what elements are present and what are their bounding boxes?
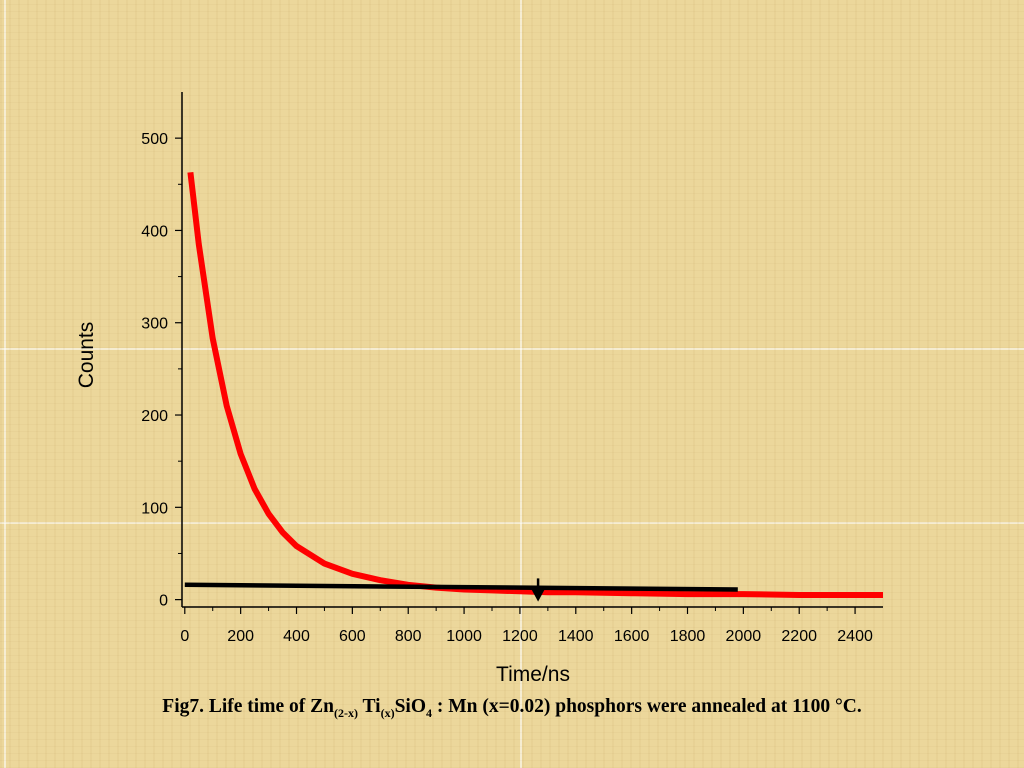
- y-tick-label: 200: [141, 408, 168, 425]
- x-tick-label: 2000: [726, 628, 762, 645]
- caption-part-2: Ti: [357, 696, 381, 717]
- x-tick-label: 2400: [837, 628, 873, 645]
- caption-part-3: SiO: [394, 696, 427, 717]
- x-tick-label: 2200: [781, 628, 817, 645]
- y-tick-label: 400: [141, 223, 168, 240]
- x-tick-label: 1800: [670, 628, 706, 645]
- figure-caption: Fig7. Life time of Zn(2-x) Ti(x)SiO4 : M…: [0, 696, 1024, 721]
- x-tick-label: 800: [395, 628, 422, 645]
- y-axis-title: Counts: [75, 322, 98, 389]
- caption-part-1: Fig7. Life time of Zn: [162, 696, 334, 717]
- annotation-layer: [531, 578, 546, 602]
- x-tick-label: 0: [180, 628, 189, 645]
- arrow-head-icon: [531, 588, 546, 602]
- y-axis-ticks: 0 100 200 300 400 500: [141, 131, 182, 610]
- caption-subscript-3: 4: [426, 705, 433, 720]
- caption-subscript-2: (x): [380, 705, 395, 720]
- caption-subscript-1: (2-x): [333, 705, 358, 720]
- series-layer: [184, 171, 883, 598]
- x-tick-label: 400: [283, 628, 310, 645]
- x-tick-label: 1400: [558, 628, 594, 645]
- y-tick-label: 100: [141, 500, 168, 517]
- lifetime-chart: 0 200 400 600 800 1000 1200 1400 1600 1800 2000 220…: [75, 92, 883, 686]
- x-axis-ticks: 0 200 400 600 800 1000 1200 1400 1600 1800 2000 220…: [180, 607, 873, 645]
- decay-curve: [187, 171, 883, 598]
- y-tick-label: 0: [159, 593, 168, 610]
- caption-part-4: : Mn (x=0.02) phosphors were annealed at…: [432, 696, 862, 717]
- x-tick-label: 200: [227, 628, 254, 645]
- x-tick-label: 600: [339, 628, 366, 645]
- x-tick-label: 1200: [502, 628, 538, 645]
- x-axis-title: Time/ns: [496, 663, 570, 686]
- baseline-line: [184, 582, 738, 592]
- axes: [181, 92, 883, 608]
- y-tick-label: 500: [141, 131, 168, 148]
- x-tick-label: 1600: [614, 628, 650, 645]
- y-tick-label: 300: [141, 316, 168, 333]
- x-tick-label: 1000: [446, 628, 482, 645]
